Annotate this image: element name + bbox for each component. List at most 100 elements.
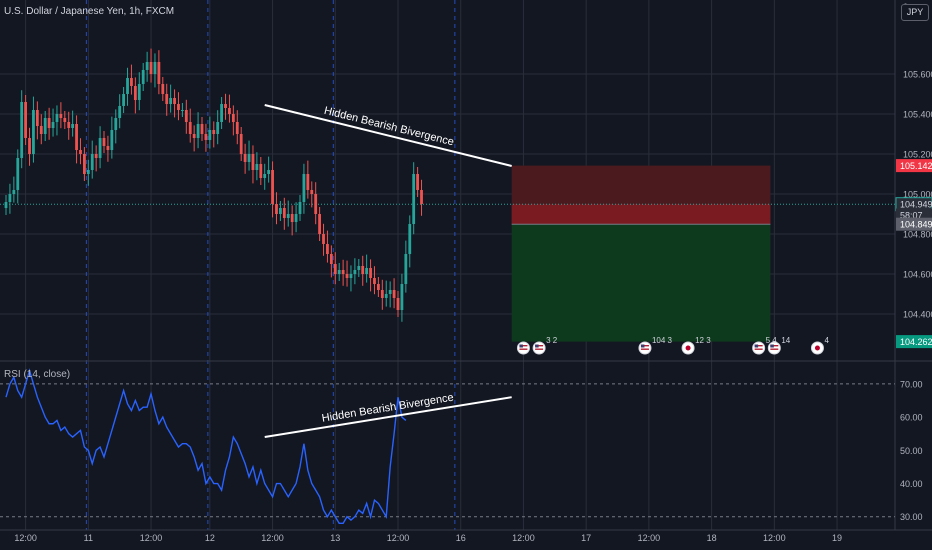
- time-tick-label: 16: [456, 533, 466, 543]
- candle-body: [384, 294, 388, 298]
- candle-body: [59, 114, 63, 118]
- candles: [4, 48, 423, 322]
- event-flag-icon[interactable]: [638, 341, 652, 355]
- price-tick-label: 105.200: [903, 150, 932, 160]
- price-label-text: 104.949: [900, 200, 932, 210]
- candle-body: [220, 104, 223, 122]
- chart-title: U.S. Dollar / Japanese Yen, 1h, FXCM: [4, 6, 175, 17]
- candle-body: [55, 114, 59, 122]
- candle-body: [8, 194, 12, 202]
- candle-body: [388, 290, 392, 294]
- event-flag-icon[interactable]: [752, 341, 766, 355]
- candle-body: [404, 254, 408, 284]
- us-flag-stripe: [754, 345, 763, 347]
- candle-body: [16, 158, 20, 190]
- us-flag-stripe: [535, 348, 544, 350]
- candle-body: [67, 122, 71, 128]
- candle-body: [192, 134, 196, 138]
- take-profit-zone[interactable]: [511, 224, 771, 342]
- candle-body: [51, 122, 55, 128]
- candle-body: [310, 190, 314, 194]
- price-tick-label: 105.400: [903, 110, 932, 120]
- candle-body: [322, 234, 325, 244]
- candle-body: [400, 284, 404, 310]
- candle-body: [79, 150, 82, 154]
- price-label-box[interactable]: [896, 335, 932, 349]
- price-label-text: 105.142: [900, 161, 932, 171]
- candle-body: [326, 244, 329, 254]
- candle-body: [239, 134, 243, 154]
- candle-body: [90, 154, 94, 170]
- rsi-divergence-trendline[interactable]: [264, 396, 512, 439]
- candle-body: [275, 204, 278, 214]
- event-flag-icon[interactable]: [516, 341, 530, 355]
- time-tick-label: 19: [832, 533, 842, 543]
- price-label-box[interactable]: [896, 217, 932, 231]
- candle-body: [243, 154, 247, 162]
- price-tick-label: 104.600: [903, 270, 932, 280]
- candle-body: [251, 154, 255, 170]
- time-tick-label: 12:00: [387, 533, 410, 543]
- candle-body: [83, 154, 86, 174]
- rsi-title: RSI (14, close): [4, 369, 71, 380]
- candle-body: [141, 70, 145, 84]
- us-flag-stripe: [519, 348, 528, 350]
- time-tick-label: 13: [330, 533, 340, 543]
- us-flag-stripe: [519, 345, 528, 347]
- event-flag-icon[interactable]: [532, 341, 546, 355]
- us-flag-stripe: [640, 348, 649, 350]
- candle-body: [279, 208, 282, 214]
- candle-body: [216, 122, 220, 134]
- candle-body: [345, 274, 349, 278]
- candle-body: [235, 122, 239, 134]
- time-tick-label: 17: [581, 533, 591, 543]
- candle-body: [39, 126, 43, 134]
- time-tick-label: 11: [84, 533, 93, 543]
- candle-body: [106, 146, 110, 150]
- candle-body: [130, 78, 133, 86]
- candle-body: [255, 164, 259, 170]
- short-position-tool[interactable]: [0, 165, 895, 342]
- candle-body: [373, 278, 376, 284]
- candle-body: [357, 266, 361, 270]
- price-tick-label: 104.800: [903, 230, 932, 240]
- us-flag-canton: [770, 344, 774, 348]
- rsi-tick-label: 60.00: [900, 413, 923, 423]
- time-tick-label: 12:00: [512, 533, 535, 543]
- candle-body: [86, 170, 90, 174]
- price-tick-label: 105.000: [903, 190, 932, 200]
- candle-body: [314, 194, 318, 214]
- candle-body: [369, 268, 372, 278]
- us-flag-stripe: [770, 345, 779, 347]
- us-flag-canton: [640, 344, 645, 348]
- price-divergence-trendline[interactable]: [264, 104, 512, 167]
- event-count: 14: [781, 336, 790, 345]
- price-label-box[interactable]: [896, 159, 932, 173]
- time-axis[interactable]: 12:00 11 12:00 12 12:00 13 12:00 16 12:00 17 12:00…: [14, 533, 842, 543]
- candle-body: [361, 266, 365, 274]
- economic-events[interactable]: 3 2 104 3 12 3 5 4 14 4: [516, 336, 829, 355]
- candle-body: [118, 106, 122, 118]
- candle-body: [341, 270, 345, 274]
- candle-body: [114, 118, 118, 130]
- rsi-line: [5, 368, 407, 525]
- event-count: 4: [824, 336, 829, 345]
- candle-body: [337, 270, 341, 274]
- event-flag-icon[interactable]: [767, 341, 781, 355]
- event-count: 3 2: [546, 336, 558, 345]
- candle-body: [228, 108, 231, 114]
- price-label-text: 104.849: [900, 220, 932, 230]
- candle-body: [416, 174, 419, 190]
- candle-body: [298, 202, 302, 214]
- currency-button[interactable]: JPY: [901, 4, 929, 21]
- price-axis[interactable]: 104.400 104.600 104.800 105.000 105.200 105.4…: [895, 2, 932, 522]
- candle-body: [12, 190, 16, 194]
- us-flag-stripe: [754, 348, 763, 350]
- candle-body: [153, 62, 157, 74]
- candle-body: [110, 130, 114, 150]
- candle-body: [161, 84, 165, 94]
- time-tick-label: 12:00: [140, 533, 163, 543]
- candle-body: [32, 110, 35, 154]
- candle-body: [165, 94, 169, 104]
